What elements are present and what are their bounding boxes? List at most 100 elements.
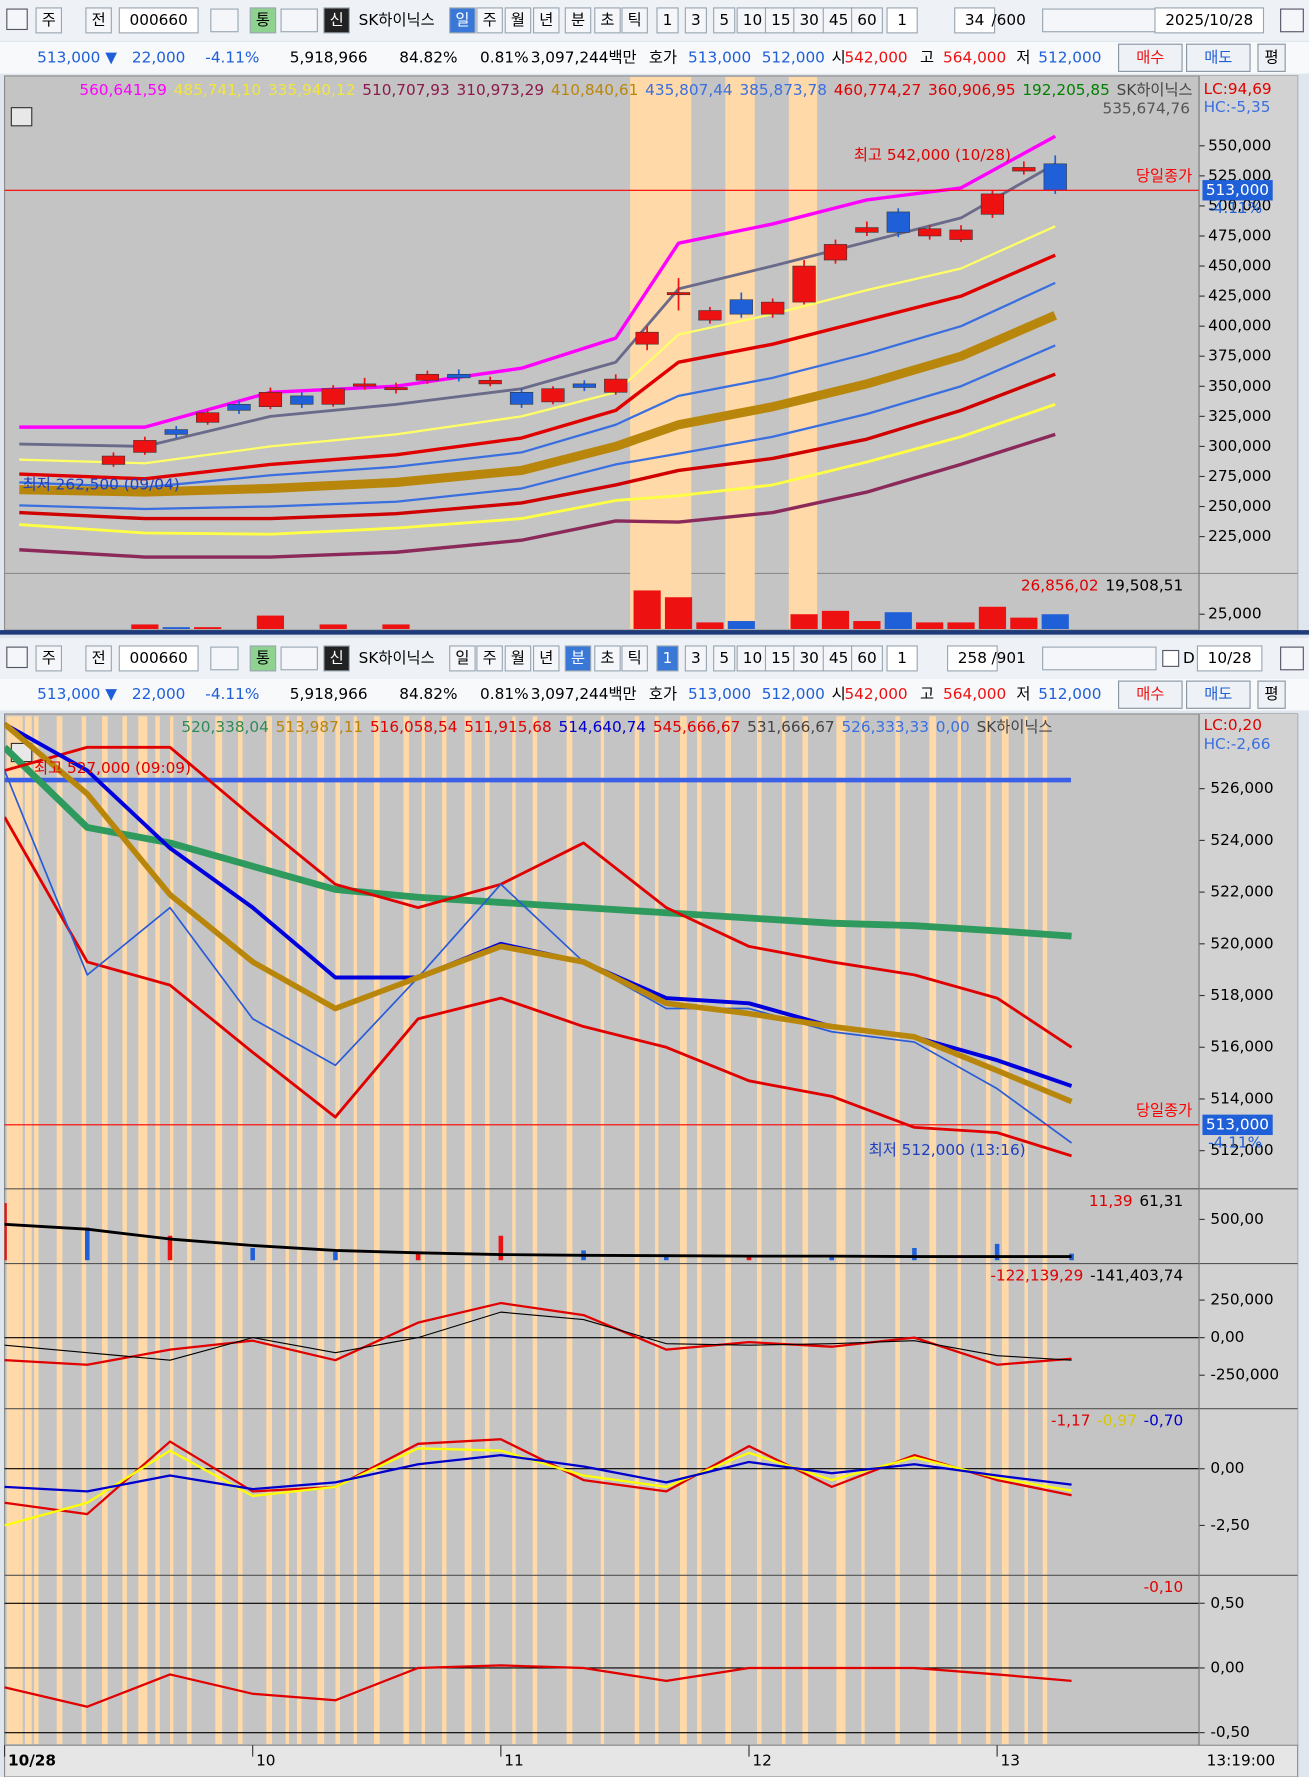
order-button[interactable] <box>1118 680 1183 709</box>
grid-icon[interactable] <box>10 107 33 127</box>
search-icon[interactable] <box>210 646 239 671</box>
toolbar-label[interactable]: 초 <box>600 649 614 667</box>
order-button[interactable] <box>1257 680 1286 709</box>
toolbar-button[interactable] <box>736 7 769 34</box>
toolbar-label[interactable]: 1 <box>663 11 673 29</box>
toolbar-label[interactable]: 초 <box>600 11 614 29</box>
sound-icon[interactable] <box>280 646 318 671</box>
toolbar-button[interactable] <box>564 7 592 34</box>
toolbar-label[interactable]: 5 <box>719 649 729 667</box>
sound-icon[interactable] <box>280 8 318 33</box>
toolbar-label[interactable]: 신 <box>330 649 344 667</box>
toolbar-button[interactable] <box>656 7 679 34</box>
toolbar-label[interactable]: 주 <box>42 11 56 29</box>
tool-icons[interactable] <box>1042 8 1157 33</box>
order-button-label[interactable]: 매도 <box>1204 685 1232 703</box>
toolbar-label[interactable]: 통 <box>256 11 270 29</box>
input-box[interactable] <box>947 645 998 672</box>
toolbar-label[interactable]: 30 <box>799 11 818 29</box>
toolbar-label[interactable]: 월 <box>511 11 525 29</box>
toolbar-label[interactable]: 000660 <box>130 649 188 667</box>
toolbar-label[interactable]: 틱 <box>628 11 642 29</box>
input-box[interactable] <box>1196 645 1263 672</box>
input-box[interactable] <box>886 645 918 672</box>
toolbar-label[interactable]: 틱 <box>628 649 642 667</box>
order-button[interactable] <box>1257 43 1286 72</box>
toolbar-label[interactable]: 주 <box>483 11 497 29</box>
toolbar-label[interactable]: 월 <box>511 649 525 667</box>
toolbar-button[interactable] <box>449 645 476 672</box>
toolbar-button[interactable] <box>504 7 532 34</box>
toolbar-label[interactable]: 3 <box>691 649 701 667</box>
toolbar-button[interactable] <box>621 7 648 34</box>
toolbar-label[interactable]: 2025/10/28 <box>1165 11 1253 29</box>
toolbar-label[interactable]: 주 <box>483 649 497 667</box>
icon[interactable] <box>6 8 28 31</box>
order-button-label[interactable]: 매도 <box>1204 48 1232 66</box>
toolbar-label[interactable]: 1 <box>663 649 673 667</box>
tool-icons[interactable] <box>1042 646 1157 671</box>
toolbar-label[interactable]: 일 <box>455 649 469 667</box>
toolbar-label[interactable]: 10 <box>743 11 762 29</box>
toolbar-label[interactable]: 10 <box>743 649 762 667</box>
toolbar-button[interactable] <box>684 7 707 34</box>
toolbar-button[interactable] <box>713 645 736 672</box>
toolbar-button[interactable] <box>851 645 883 672</box>
toolbar-label[interactable]: 34 <box>965 11 984 29</box>
order-button-label[interactable]: 평 <box>1265 48 1279 66</box>
toolbar-label[interactable]: 일 <box>455 11 469 29</box>
toolbar-button[interactable] <box>594 7 621 34</box>
toolbar-button[interactable] <box>594 645 621 672</box>
toolbar-label[interactable]: 30 <box>799 649 818 667</box>
order-button-label[interactable]: 매수 <box>1136 48 1164 66</box>
input-box[interactable] <box>1154 7 1265 34</box>
order-button[interactable] <box>1118 43 1183 72</box>
toolbar-label[interactable]: 10/28 <box>1208 649 1252 667</box>
toolbar-button[interactable] <box>621 645 648 672</box>
toolbar-label[interactable]: 45 <box>829 649 848 667</box>
toolbar-label[interactable]: 1 <box>897 649 907 667</box>
toolbar-button[interactable] <box>851 7 883 34</box>
toolbar-button[interactable] <box>323 7 350 34</box>
toolbar-button[interactable] <box>476 645 503 672</box>
toolbar-button[interactable] <box>476 7 503 34</box>
search-icon[interactable] <box>210 8 239 33</box>
icon[interactable] <box>1280 8 1304 33</box>
toolbar-label[interactable]: 전 <box>92 649 106 667</box>
toolbar-button[interactable] <box>764 645 797 672</box>
toolbar-label[interactable]: 15 <box>771 649 790 667</box>
icon[interactable] <box>6 646 28 669</box>
input-box[interactable] <box>886 7 918 34</box>
toolbar-label[interactable]: 1 <box>897 11 907 29</box>
toolbar-label[interactable]: 년 <box>539 11 553 29</box>
toolbar-label[interactable]: 년 <box>539 649 553 667</box>
toolbar-button[interactable] <box>249 7 277 34</box>
toolbar-label[interactable]: 3 <box>691 11 701 29</box>
toolbar-button[interactable] <box>533 7 560 34</box>
input-box[interactable] <box>954 7 996 34</box>
toolbar-button[interactable] <box>656 645 679 672</box>
toolbar-button[interactable] <box>85 645 112 672</box>
checkbox[interactable] <box>1162 649 1180 667</box>
toolbar-button[interactable] <box>249 645 277 672</box>
toolbar-label[interactable]: 45 <box>829 11 848 29</box>
order-button-label[interactable]: 평 <box>1265 685 1279 703</box>
toolbar-button[interactable] <box>323 645 350 672</box>
input-box[interactable] <box>118 645 199 672</box>
icon[interactable] <box>1280 646 1304 671</box>
toolbar-label[interactable]: 258 <box>958 649 987 667</box>
toolbar-button[interactable] <box>85 7 112 34</box>
toolbar-button[interactable] <box>449 7 476 34</box>
toolbar-button[interactable] <box>533 645 560 672</box>
input-box[interactable] <box>118 7 199 34</box>
toolbar-label[interactable]: 분 <box>571 11 585 29</box>
toolbar-label[interactable]: 통 <box>256 649 270 667</box>
toolbar-button[interactable] <box>35 7 63 34</box>
toolbar-label[interactable]: 60 <box>857 11 876 29</box>
toolbar-label[interactable]: 신 <box>330 11 344 29</box>
toolbar-label[interactable]: 전 <box>92 11 106 29</box>
order-button[interactable] <box>1186 43 1251 72</box>
toolbar-button[interactable] <box>504 645 532 672</box>
order-button[interactable] <box>1186 680 1251 709</box>
toolbar-button[interactable] <box>564 645 592 672</box>
